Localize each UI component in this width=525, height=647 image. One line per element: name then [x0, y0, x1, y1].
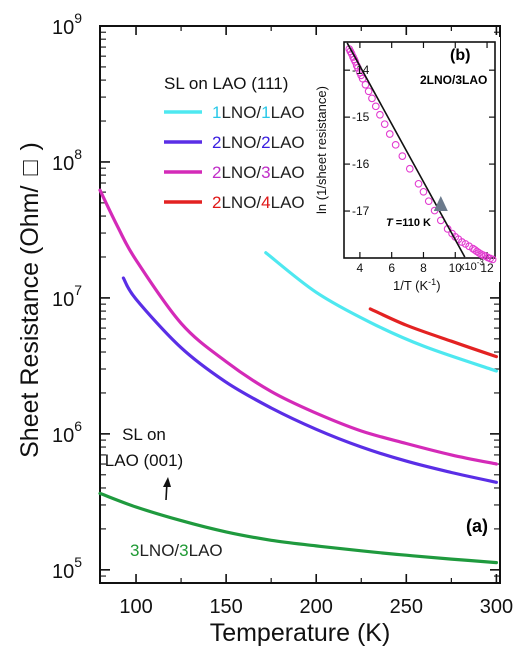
y-tick-label: 105 [52, 554, 82, 583]
series-line-2lno-3lao [98, 188, 498, 466]
inset-x-axis-label: 1/T (K-1) [393, 277, 441, 293]
inset-x-tick-label: 6 [388, 261, 395, 275]
inset-data-point [371, 102, 380, 111]
y-tick-label: 108 [52, 146, 82, 175]
x-axis-label: Temperature (K) [210, 619, 391, 647]
inset-marker-label: T =110 K [386, 217, 431, 229]
inset-y-axis-label: ln (1/sheet resistance) [314, 86, 329, 214]
inset-x-multiplier: x10-3 [459, 258, 484, 273]
y-axis-label-square: □ [16, 160, 44, 176]
annotation-line-1: SL on [122, 425, 166, 444]
annotation-line-2: LAO (001) [105, 451, 183, 470]
x-tick-label: 200 [300, 596, 333, 618]
inset-fit-line [346, 42, 466, 258]
series-label-3lno-3lao: 3LNO/3LAO [130, 541, 223, 560]
svg-text:Sheet Resistance (Ohm/□): Sheet Resistance (Ohm/ □) [16, 142, 44, 458]
inset-triangle-marker [433, 196, 448, 211]
inset-data-point [405, 164, 414, 173]
inset-y-tick-label: -14 [352, 63, 370, 77]
series-line-1lno-1lao [264, 251, 498, 373]
inset-x-tick-labels: 4 6 8 10 12 [357, 261, 494, 275]
inset-y-tick-labels: -14 -15 -16 -17 [352, 63, 370, 218]
inset-data-point [391, 140, 400, 149]
main-series-lines [98, 188, 498, 565]
inset-chart: 4 6 8 10 12 -14 -15 -16 -17 (b) 2LNO/3LAO T =11… [312, 37, 500, 293]
legend-label-2lno-4lao: 2LNO/4LAO [212, 193, 305, 212]
inset-data-point [419, 187, 428, 196]
inset-panel-label: (b) [450, 47, 470, 64]
inset-x-tick-label: 10 [449, 261, 463, 275]
y-axis-label-text: Sheet Resistance (Ohm/ [16, 185, 44, 457]
legend-label-2lno-3lao: 2LNO/3LAO [212, 163, 305, 182]
inset-plot-frame [343, 41, 496, 259]
legend: SL on LAO (111) 1LNO/1LAO 2LNO/2LAO 2LNO/3… [164, 74, 305, 212]
annotation-arrow-icon [163, 477, 171, 501]
inset-y-tick-label: -15 [352, 110, 370, 124]
y-axis-label: Sheet Resistance (Ohm/ □) [16, 142, 44, 458]
inset-data-point [398, 152, 407, 160]
x-tick-label: 100 [119, 596, 152, 618]
inset-x-tick-label: 8 [420, 261, 427, 275]
inset-data-point [361, 80, 370, 89]
y-axis-label-close: ) [16, 142, 44, 150]
inset-data-point [488, 255, 497, 264]
inset-y-tick-label: -17 [352, 204, 370, 218]
inset-data-point [414, 179, 423, 188]
series-line-3lno-3lao [98, 491, 498, 565]
annotation-sl-on-lao-001: SL on LAO (001) [105, 425, 183, 501]
x-tick-label: 150 [209, 596, 242, 618]
y-tick-label: 107 [52, 282, 82, 311]
main-panel-label: (a) [466, 516, 488, 536]
inset-data-point [424, 197, 433, 206]
inset-data-point [465, 242, 473, 251]
legend-title: SL on LAO (111) [164, 74, 288, 93]
legend-label-2lno-2lao: 2LNO/2LAO [212, 133, 305, 152]
x-tick-label: 250 [390, 596, 423, 618]
inset-data-point [364, 87, 373, 96]
y-tick-label: 109 [52, 10, 82, 39]
series-line-2lno-4lao [368, 307, 498, 359]
inset-y-tick-label: -16 [352, 157, 370, 171]
inset-x-tick-label: 12 [480, 261, 494, 275]
inset-data-point [380, 120, 389, 129]
inset-title: 2LNO/3LAO [420, 73, 487, 87]
inset-data-point [368, 94, 376, 103]
legend-label-1lno-1lao: 1LNO/1LAO [212, 103, 305, 122]
series-line-2lno-2lao [121, 276, 498, 484]
main-x-tick-labels: 100 150 200 250 300 [119, 596, 513, 618]
main-y-tick-labels: 105 106 107 108 109 [52, 10, 82, 583]
y-tick-label: 106 [52, 418, 82, 447]
inset-data-point [385, 130, 394, 138]
x-tick-label: 300 [480, 596, 513, 618]
inset-x-tick-label: 4 [357, 261, 364, 275]
inset-data-point [376, 110, 384, 119]
